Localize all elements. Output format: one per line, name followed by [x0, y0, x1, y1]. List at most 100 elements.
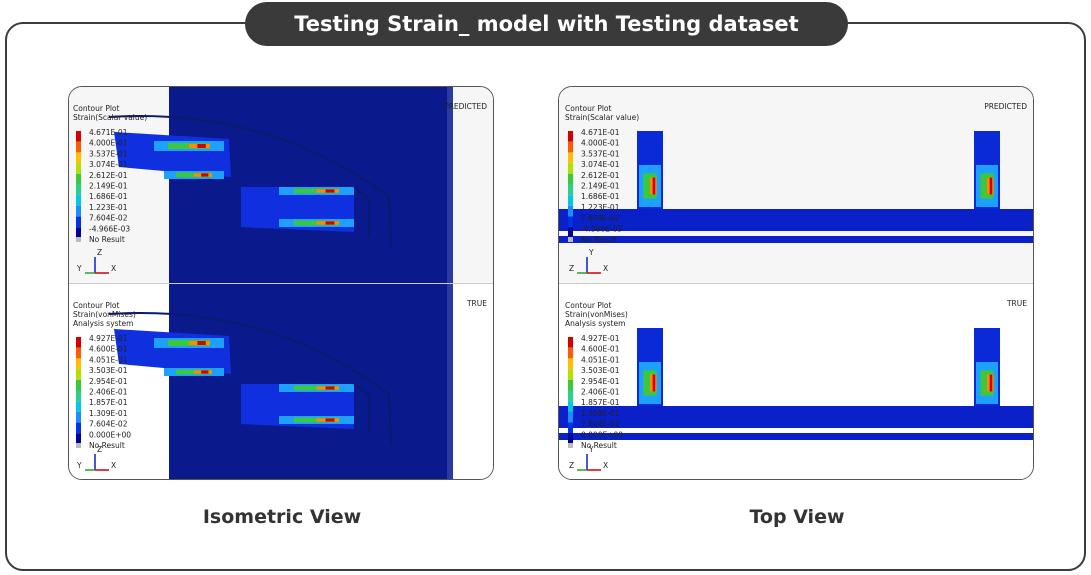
hot-spot	[197, 341, 206, 345]
hot-spot	[652, 374, 656, 392]
legend-label: 1.309E-01	[89, 409, 128, 418]
legend-label: 3.537E-01	[581, 149, 620, 158]
model-beam	[559, 209, 1033, 231]
legend-label: 2.954E-01	[89, 377, 128, 386]
legend-swatch	[568, 205, 573, 217]
view-tag: PREDICTED	[444, 102, 487, 111]
hot-spot	[197, 144, 206, 148]
legend-label: 0.000E+00	[581, 430, 623, 439]
legend-label: 2.406E-01	[89, 388, 128, 397]
triad-label: X	[111, 264, 116, 273]
caption: Top View	[749, 506, 845, 528]
legend-label: 3.537E-01	[89, 149, 128, 158]
legend-label: 4.600E-01	[581, 345, 620, 354]
view-tag: PREDICTED	[984, 102, 1027, 111]
legend-label: 3.503E-01	[89, 366, 128, 375]
legend-swatch	[76, 379, 81, 391]
panel: Contour Plot Strain(Scalar value) 4.671E-0…	[558, 86, 1034, 480]
triad-label: Y	[76, 461, 82, 470]
hot-spot	[989, 374, 993, 392]
hot-spot	[325, 221, 335, 225]
plot-title: Contour Plot	[565, 104, 612, 113]
plot-title: Contour Plot	[73, 301, 120, 310]
legend-swatch	[568, 152, 573, 164]
legend-label: No Result	[581, 235, 617, 244]
legend-label: 3.074E-01	[89, 160, 128, 169]
view-tag: TRUE	[466, 299, 487, 308]
legend-label: 2.954E-01	[581, 377, 620, 386]
legend-swatch	[76, 141, 81, 153]
model-beam	[559, 406, 1033, 428]
legend-label: 7.604E-02	[89, 420, 128, 429]
legend-swatch	[76, 205, 81, 217]
legend-label: 7.604E-02	[581, 420, 620, 429]
legend-swatch	[76, 216, 81, 228]
legend-swatch	[568, 411, 573, 423]
plot-title: Strain(Scalar value)	[73, 113, 147, 122]
legend-label: 4.000E-01	[581, 139, 620, 148]
legend-swatch	[76, 369, 81, 380]
legend-label: No Result	[89, 441, 125, 450]
legend-label: 3.503E-01	[581, 366, 620, 375]
panel: Contour Plot Strain(Scalar value) 4.671E-0…	[68, 86, 494, 480]
legend-swatch	[76, 184, 81, 196]
legend-swatch	[76, 422, 81, 434]
legend-swatch	[76, 401, 81, 412]
legend-swatch	[568, 216, 573, 228]
legend-swatch	[568, 131, 573, 142]
legend-label: 1.223E-01	[581, 203, 620, 212]
caption: Isometric View	[202, 506, 362, 528]
legend-label: 2.406E-01	[581, 388, 620, 397]
legend-swatch	[568, 369, 573, 380]
triad-label: Z	[97, 445, 102, 454]
model-rail	[108, 312, 392, 445]
triad-label: Z	[569, 461, 574, 470]
legend-swatch	[568, 337, 573, 348]
legend-label: 4.600E-01	[89, 345, 128, 354]
legend-swatch	[568, 358, 573, 370]
plot-title: Strain(vonMises)	[565, 310, 628, 319]
triad-label: X	[603, 461, 608, 470]
legend-label: 4.927E-01	[89, 334, 128, 343]
legend-swatch	[76, 347, 81, 359]
plot-title: Contour Plot	[73, 104, 120, 113]
legend-swatch	[568, 237, 573, 242]
model-plate	[169, 87, 447, 283]
legend-label: 2.149E-01	[89, 182, 128, 191]
triad-label: Y	[588, 248, 594, 257]
plot-title: Analysis system	[73, 319, 133, 328]
legend-swatch	[76, 443, 81, 448]
hot-spot	[325, 189, 335, 193]
legend-label: 1.309E-01	[581, 409, 620, 418]
legend-swatch	[568, 227, 573, 238]
legend-label: -4.966E-03	[89, 224, 130, 233]
legend-swatch	[76, 163, 81, 174]
legend-label: 4.000E-01	[89, 139, 128, 148]
legend-swatch	[568, 163, 573, 174]
legend-swatch	[76, 390, 81, 402]
legend-swatch	[76, 227, 81, 238]
legend-label: 2.612E-01	[89, 171, 128, 180]
legend-label: 1.223E-01	[89, 203, 128, 212]
legend-label: 4.671E-01	[89, 128, 128, 137]
legend-swatch	[76, 337, 81, 348]
legend-label: -4.966E-03	[581, 224, 622, 233]
legend-swatch	[76, 433, 81, 444]
legend-swatch	[568, 184, 573, 196]
view-bg	[559, 284, 1033, 479]
legend-swatch	[568, 401, 573, 412]
legend-label: 2.612E-01	[581, 171, 620, 180]
legend-label: 4.051E-01	[581, 355, 620, 364]
legend-swatch	[568, 379, 573, 391]
hot-spot	[201, 173, 209, 177]
legend-label: 4.051E-01	[89, 355, 128, 364]
model-rail	[108, 115, 392, 248]
legend-swatch	[568, 433, 573, 444]
legend-swatch	[76, 358, 81, 370]
legend-swatch	[568, 347, 573, 359]
